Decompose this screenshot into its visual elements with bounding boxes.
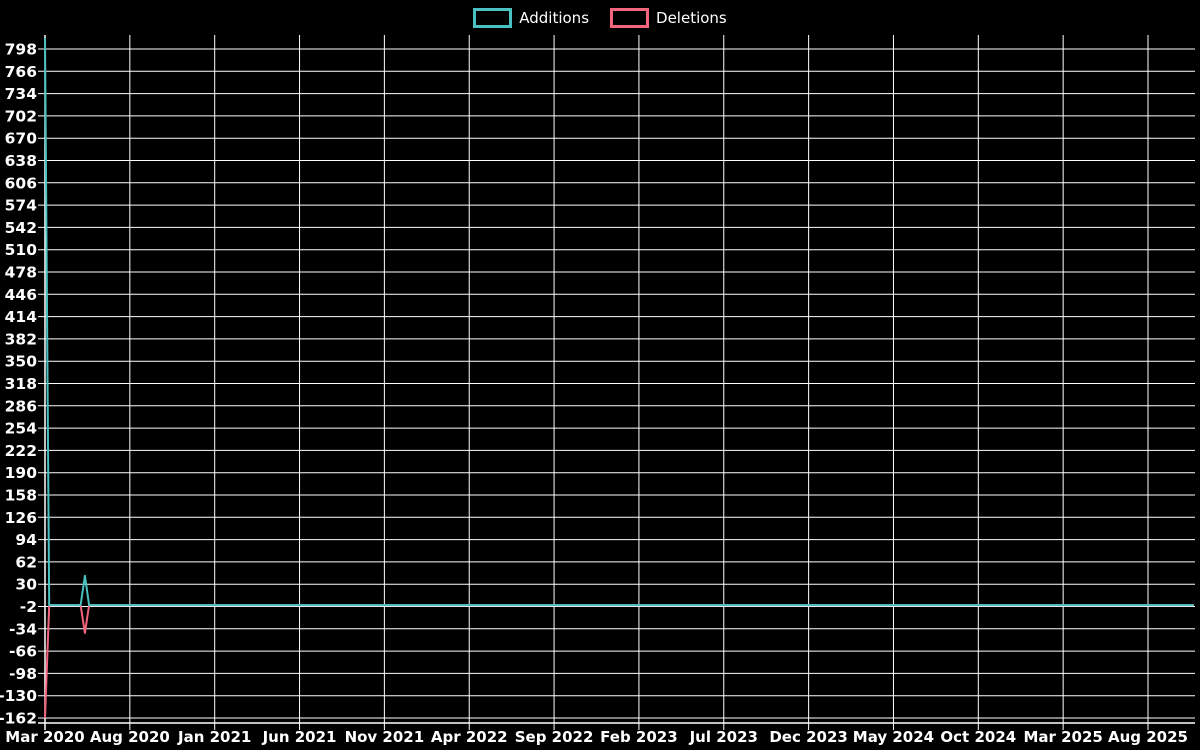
- legend-label-additions: Additions: [519, 9, 590, 27]
- y-tick-label: -34: [9, 620, 37, 638]
- chart-legend: Additions Deletions: [0, 8, 1200, 28]
- x-tick-label: Jul 2023: [689, 728, 758, 746]
- y-tick-label: 222: [5, 442, 37, 460]
- y-tick-label: 94: [15, 531, 37, 549]
- x-tick-label: Mar 2020: [5, 728, 84, 746]
- y-tick-label: -98: [9, 665, 37, 683]
- y-tick-label: 350: [5, 353, 38, 371]
- y-tick-label: 798: [5, 41, 37, 59]
- y-tick-label: 126: [5, 509, 37, 527]
- additions-swatch-icon: [473, 8, 513, 28]
- series-line-deletions: [44, 604, 1194, 719]
- deletions-swatch-icon: [610, 8, 650, 28]
- x-tick-label: Mar 2025: [1023, 728, 1102, 746]
- y-tick-label: 574: [5, 197, 38, 215]
- x-tick-label: Feb 2023: [600, 728, 678, 746]
- y-tick-label: -66: [9, 643, 37, 661]
- x-tick-label: Oct 2024: [940, 728, 1016, 746]
- y-tick-label: 734: [5, 85, 38, 103]
- y-tick-label: 478: [5, 264, 37, 282]
- x-tick-label: May 2024: [853, 728, 934, 746]
- legend-label-deletions: Deletions: [656, 9, 727, 27]
- y-tick-label: 318: [5, 375, 37, 393]
- y-tick-label: 254: [5, 420, 38, 438]
- y-tick-label: 638: [5, 152, 37, 170]
- y-tick-label: 542: [5, 219, 37, 237]
- x-tick-label: Sep 2022: [515, 728, 594, 746]
- y-tick-label: 670: [5, 130, 38, 148]
- legend-item-additions[interactable]: Additions: [473, 8, 589, 28]
- x-tick-label: Jan 2021: [177, 728, 251, 746]
- y-tick-label: 286: [5, 397, 37, 415]
- series-line-additions: [44, 37, 1194, 607]
- y-tick-label: 62: [15, 553, 37, 571]
- y-tick-label: 446: [5, 286, 37, 304]
- x-tick-label: Nov 2021: [345, 728, 425, 746]
- y-tick-label: 158: [5, 487, 37, 505]
- y-tick-label: -2: [20, 598, 37, 616]
- y-tick-label: 414: [5, 308, 38, 326]
- x-tick-label: Aug 2020: [90, 728, 170, 746]
- y-tick-label: 382: [5, 330, 37, 348]
- x-tick-label: Apr 2022: [431, 728, 508, 746]
- y-tick-label: -130: [0, 687, 37, 705]
- legend-item-deletions[interactable]: Deletions: [610, 8, 727, 28]
- y-tick-label: 510: [5, 241, 38, 259]
- y-tick-label: -162: [0, 710, 37, 728]
- y-tick-label: 766: [5, 63, 37, 81]
- y-tick-label: 30: [15, 576, 37, 594]
- x-tick-label: Dec 2023: [769, 728, 848, 746]
- x-tick-label: Jun 2021: [262, 728, 337, 746]
- y-tick-label: 702: [5, 107, 37, 125]
- x-tick-label: Aug 2025: [1108, 728, 1188, 746]
- y-tick-label: 606: [5, 174, 37, 192]
- y-tick-label: 190: [5, 464, 38, 482]
